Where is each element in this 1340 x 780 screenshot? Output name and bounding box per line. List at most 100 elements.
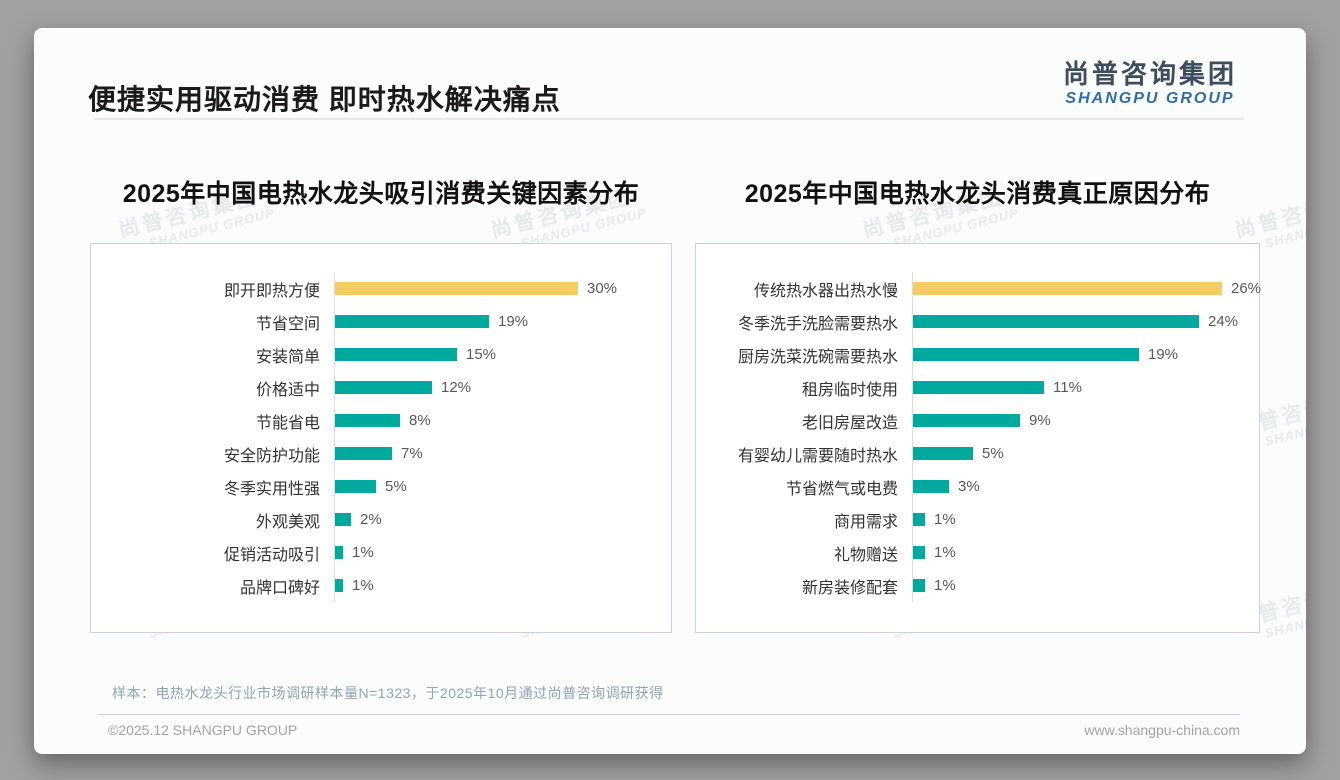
value-label: 12% <box>441 379 472 396</box>
value-label: 8% <box>409 412 431 429</box>
chart-row: 促销活动吸引 1% <box>91 536 671 569</box>
bar <box>335 282 578 295</box>
bar-track: 1% <box>912 569 1259 602</box>
page-title: 便捷实用驱动消费 即时热水解决痛点 <box>88 84 561 115</box>
category-label: 有婴幼儿需要随时热水 <box>737 447 898 465</box>
category-label: 安全防护功能 <box>223 447 320 465</box>
category-label: 外观美观 <box>255 513 320 531</box>
category-label: 冬季洗手洗脸需要热水 <box>737 315 898 333</box>
value-label: 5% <box>385 478 407 495</box>
value-label: 5% <box>982 445 1004 462</box>
bar <box>335 579 343 592</box>
bar <box>335 546 343 559</box>
chart-row: 厨房洗菜洗碗需要热水 19% <box>696 338 1259 371</box>
category-label: 租房临时使用 <box>801 381 898 399</box>
chart-row: 礼物赠送 1% <box>696 536 1259 569</box>
bar <box>335 513 351 526</box>
bar <box>913 414 1020 427</box>
bar <box>913 480 949 493</box>
bar-track: 12% <box>334 371 671 404</box>
category-label: 商用需求 <box>833 513 898 531</box>
footer-divider <box>98 714 1240 715</box>
chart-row: 安全防护功能 7% <box>91 437 671 470</box>
category-label: 安装简单 <box>255 348 320 366</box>
category-label: 传统热水器出热水慢 <box>753 282 898 300</box>
value-label: 2% <box>360 511 382 528</box>
value-label: 11% <box>1053 379 1082 396</box>
footer: ©2025.12 SHANGPU GROUP www.shangpu-china… <box>108 722 1240 738</box>
category-label: 节省燃气或电费 <box>785 480 898 498</box>
category-label: 冬季实用性强 <box>223 480 320 498</box>
header-divider <box>94 118 1244 120</box>
category-label: 新房装修配套 <box>801 579 898 597</box>
value-label: 9% <box>1029 412 1051 429</box>
chart-row: 老旧房屋改造 9% <box>696 404 1259 437</box>
bar <box>913 282 1222 295</box>
value-label: 1% <box>934 511 956 528</box>
category-label: 节能省电 <box>255 414 320 432</box>
category-label: 老旧房屋改造 <box>801 414 898 432</box>
chart-row: 冬季实用性强 5% <box>91 470 671 503</box>
bar-track: 7% <box>334 437 671 470</box>
bar-track: 5% <box>912 437 1259 470</box>
category-label: 礼物赠送 <box>833 546 898 564</box>
bar-track: 24% <box>912 305 1259 338</box>
value-label: 24% <box>1208 313 1239 330</box>
bar <box>913 579 925 592</box>
category-label: 即开即热方便 <box>223 282 320 300</box>
chart-row: 节能省电 8% <box>91 404 671 437</box>
chart-row: 即开即热方便 30% <box>91 272 671 305</box>
bar-chart-right-rows: 传统热水器出热水慢 26% 冬季洗手洗脸需要热水 24% 厨房洗菜洗碗需要热水 19% 租房… <box>696 244 1261 602</box>
brand-logo: 尚普咨询集团 SHANGPU GROUP <box>1063 60 1237 108</box>
value-label: 15% <box>466 346 497 363</box>
bar <box>913 381 1044 394</box>
brand-logo-english: SHANGPU GROUP <box>1065 89 1235 107</box>
category-label: 品牌口碑好 <box>239 579 320 597</box>
chart-row: 租房临时使用 11% <box>696 371 1259 404</box>
bar-track: 11% <box>912 371 1259 404</box>
bar-track: 26% <box>912 272 1261 305</box>
chart-row: 商用需求 1% <box>696 503 1259 536</box>
bar-chart-left: 即开即热方便 30% 节省空间 19% 安装简单 15% 价格适中 12% 节能省电 8% 安全防护… <box>90 243 672 633</box>
chart-row: 冬季洗手洗脸需要热水 24% <box>696 305 1259 338</box>
bar <box>335 480 376 493</box>
value-label: 3% <box>958 478 980 495</box>
bar-track: 19% <box>912 338 1259 371</box>
bar-track: 8% <box>334 404 671 437</box>
category-label: 节省空间 <box>255 315 320 333</box>
value-label: 1% <box>934 544 956 561</box>
bar-track: 3% <box>912 470 1259 503</box>
bar <box>335 414 400 427</box>
value-label: 19% <box>498 313 529 330</box>
website-link: www.shangpu-china.com <box>1084 722 1240 738</box>
chart-row: 品牌口碑好 1% <box>91 569 671 602</box>
slide: 尚普咨询集团 SHANGPU GROUP 尚普咨询集团 SHANGPU GROUP 尚普… <box>34 28 1306 754</box>
copyright-text: ©2025.12 SHANGPU GROUP <box>108 722 298 738</box>
category-label: 厨房洗菜洗碗需要热水 <box>737 348 898 366</box>
value-label: 1% <box>934 577 956 594</box>
value-label: 1% <box>352 577 374 594</box>
value-label: 26% <box>1231 280 1262 297</box>
bar-track: 1% <box>912 503 1259 536</box>
bar <box>335 348 457 361</box>
value-label: 30% <box>587 280 618 297</box>
bar-track: 1% <box>334 569 671 602</box>
value-label: 7% <box>401 445 423 462</box>
bar-track: 2% <box>334 503 671 536</box>
bar-track: 30% <box>334 272 671 305</box>
bar <box>335 447 392 460</box>
bar-track: 1% <box>334 536 671 569</box>
chart-row: 传统热水器出热水慢 26% <box>696 272 1261 305</box>
category-label: 价格适中 <box>255 381 320 399</box>
bar-track: 15% <box>334 338 671 371</box>
value-label: 19% <box>1148 346 1179 363</box>
bar <box>913 513 925 526</box>
chart-title-right: 2025年中国电热水龙头消费真正原因分布 <box>744 180 1211 208</box>
sample-note: 样本：电热水龙头行业市场调研样本量N=1323，于2025年10月通过尚普咨询调… <box>112 685 664 701</box>
chart-row: 有婴幼儿需要随时热水 5% <box>696 437 1259 470</box>
bar-track: 19% <box>334 305 671 338</box>
bar <box>335 381 432 394</box>
bar-track: 5% <box>334 470 671 503</box>
chart-row: 外观美观 2% <box>91 503 671 536</box>
bar <box>913 546 925 559</box>
